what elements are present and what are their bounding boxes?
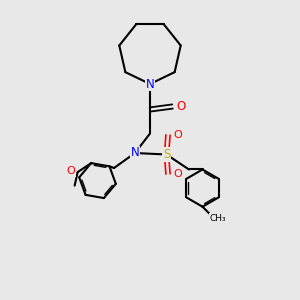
Text: O: O [173,169,182,179]
Text: N: N [130,146,140,160]
Text: O: O [176,100,185,113]
Text: O: O [173,130,182,140]
Text: N: N [146,77,154,91]
Text: CH₃: CH₃ [210,214,226,223]
Text: O: O [67,166,75,176]
Text: S: S [163,148,170,161]
